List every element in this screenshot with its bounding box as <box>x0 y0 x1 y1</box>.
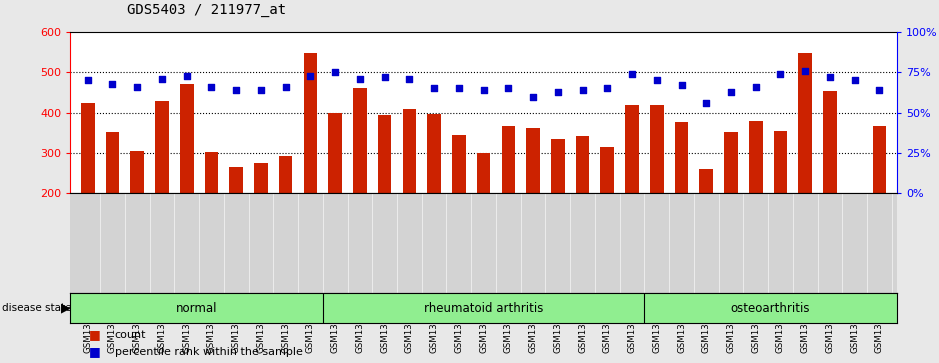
Point <box>352 76 367 82</box>
Point <box>649 77 664 83</box>
Point <box>426 86 441 91</box>
Point <box>674 82 689 88</box>
Point <box>575 87 590 93</box>
Bar <box>625 105 639 274</box>
Point <box>550 89 565 95</box>
Point <box>229 87 244 93</box>
Bar <box>675 122 688 274</box>
Point <box>328 69 343 75</box>
Point <box>526 94 541 99</box>
Point <box>377 74 393 80</box>
Point <box>798 68 813 74</box>
Bar <box>600 147 614 274</box>
Point <box>278 84 293 90</box>
Text: ■: ■ <box>89 328 101 341</box>
Bar <box>131 151 144 274</box>
Point <box>130 84 145 90</box>
Bar <box>279 156 292 274</box>
Point <box>699 100 714 106</box>
Point <box>823 74 838 80</box>
Bar <box>576 136 590 274</box>
Point <box>80 77 95 83</box>
Bar <box>180 85 193 274</box>
Point <box>723 89 738 95</box>
Bar <box>650 105 664 274</box>
Bar <box>872 126 886 274</box>
Point <box>748 84 763 90</box>
Text: ▶: ▶ <box>61 302 70 315</box>
Point <box>204 84 219 90</box>
Point <box>773 71 788 77</box>
Bar <box>848 228 861 274</box>
Bar <box>205 152 218 274</box>
Bar <box>452 135 466 274</box>
Point <box>254 87 269 93</box>
Point <box>500 86 516 91</box>
Point <box>154 76 169 82</box>
Text: count: count <box>115 330 146 339</box>
Text: ■: ■ <box>89 345 101 358</box>
Point <box>847 77 862 83</box>
Point <box>624 71 639 77</box>
Text: normal: normal <box>176 302 217 315</box>
Point <box>179 73 194 78</box>
Bar <box>774 131 787 274</box>
Point <box>872 87 887 93</box>
Bar <box>824 90 837 274</box>
Point <box>452 86 467 91</box>
Point <box>600 86 615 91</box>
Text: rheumatoid arthritis: rheumatoid arthritis <box>423 302 544 315</box>
Bar <box>155 101 169 274</box>
Bar <box>798 53 812 274</box>
Text: disease state: disease state <box>2 303 71 313</box>
Text: osteoarthritis: osteoarthritis <box>731 302 810 315</box>
Bar <box>303 53 317 274</box>
Point <box>105 81 120 86</box>
Bar <box>106 132 119 274</box>
Bar <box>81 103 95 274</box>
Bar <box>427 114 441 274</box>
Text: GDS5403 / 211977_at: GDS5403 / 211977_at <box>127 3 285 17</box>
Bar <box>551 139 564 274</box>
Bar <box>229 167 243 274</box>
Bar <box>254 163 268 274</box>
Bar <box>749 121 762 274</box>
Bar <box>501 126 516 274</box>
Bar <box>329 113 342 274</box>
Bar <box>526 128 540 274</box>
Point <box>303 73 318 78</box>
Point <box>402 76 417 82</box>
Bar <box>403 110 416 274</box>
Bar <box>353 88 367 274</box>
Bar <box>377 115 392 274</box>
Text: percentile rank within the sample: percentile rank within the sample <box>115 347 302 357</box>
Bar <box>724 132 738 274</box>
Bar <box>477 153 490 274</box>
Bar <box>700 169 713 274</box>
Point <box>476 87 491 93</box>
